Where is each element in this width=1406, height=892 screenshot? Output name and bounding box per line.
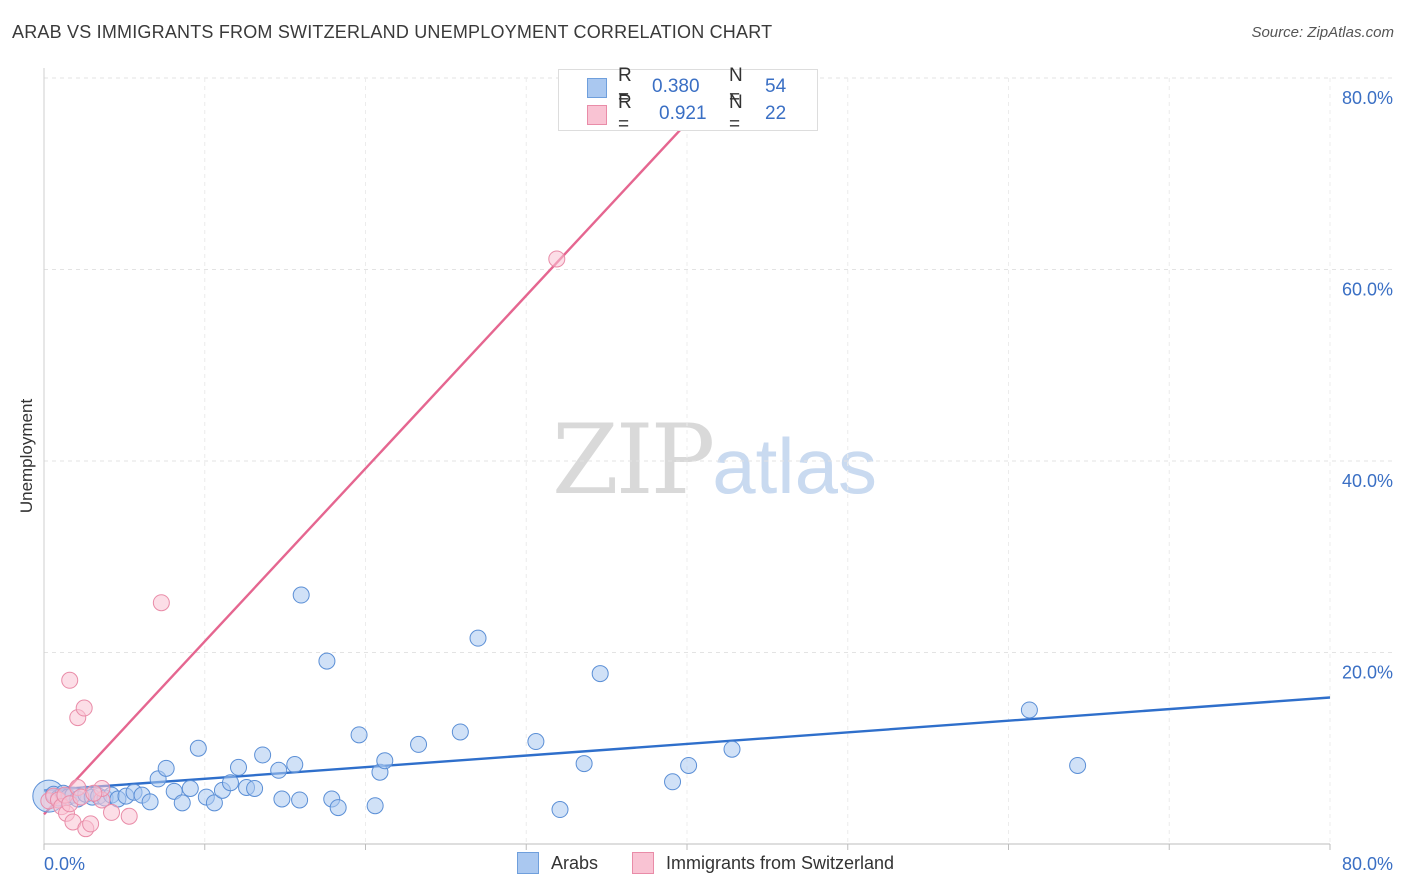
series-legend-arabs[interactable]: Arabs [517, 852, 598, 874]
arabs-point [591, 665, 609, 683]
switzerland-point [548, 250, 566, 268]
arabs-point [254, 746, 272, 764]
y-tick-label: 80.0% [1342, 88, 1393, 108]
series-swatch-arabs [517, 852, 539, 874]
arabs-point [205, 794, 223, 812]
arabs-point [189, 739, 207, 757]
legend-r-label: R = [618, 65, 632, 108]
arabs-point [291, 791, 309, 809]
arabs-point [318, 652, 336, 670]
arabs-point [527, 733, 545, 751]
series-label-arabs: Arabs [551, 852, 599, 873]
arabs-point [410, 735, 428, 753]
switzerland-point [85, 784, 103, 802]
legend-n-value-arabs: 54 [765, 76, 787, 97]
arabs-point [664, 773, 682, 791]
y-tick-label: 20.0% [1342, 663, 1393, 683]
switzerland-point [103, 803, 121, 821]
legend-r-label: R = [618, 92, 632, 135]
arabs-point [270, 761, 288, 779]
legend-n-value-switzerland: 22 [765, 103, 787, 124]
arabs-point [230, 758, 248, 776]
legend-r-value-switzerland: 0.921 [659, 103, 707, 124]
switzerland-point [152, 594, 170, 612]
arabs-point [221, 774, 239, 792]
switzerland-point [75, 699, 93, 717]
x-tick-label: 0.0% [44, 854, 85, 874]
arabs-point [157, 759, 175, 777]
switzerland-trend-line [43, 118, 692, 816]
y-tick-label: 60.0% [1342, 280, 1393, 300]
switzerland-point [82, 815, 100, 833]
arabs-point [723, 740, 741, 758]
series-swatch-switzerland [632, 852, 654, 874]
arabs-point [292, 586, 310, 604]
arabs-point [575, 755, 593, 773]
legend-n-label: N = [729, 92, 743, 135]
legend-swatch-switzerland [587, 105, 607, 125]
arabs-trend-line [43, 696, 1331, 792]
series-label-switzerland: Immigrants from Switzerland [666, 852, 895, 873]
arabs-point [329, 799, 347, 817]
arabs-point [376, 752, 394, 770]
watermark: ZIPatlas [552, 404, 877, 516]
legend-n-label: N = [729, 65, 743, 108]
series-legend-switzerland[interactable]: Immigrants from Switzerland [632, 852, 894, 874]
arabs-point [1020, 701, 1038, 719]
arabs-point [1069, 756, 1087, 774]
y-tick-label: 40.0% [1342, 471, 1393, 491]
source-label: Source: ZipAtlas.com [1251, 24, 1394, 41]
arabs-point [165, 782, 183, 800]
arabs-point [181, 779, 199, 797]
arabs-point [350, 726, 368, 744]
arabs-point [141, 793, 159, 811]
legend-swatch-arabs [587, 78, 607, 98]
legend-r-value-arabs: 0.380 [652, 76, 700, 97]
arabs-point [551, 801, 569, 819]
arabs-point [173, 794, 191, 812]
x-tick-label: 80.0% [1342, 854, 1393, 874]
switzerland-point [120, 807, 138, 825]
arabs-point [286, 756, 304, 774]
watermark-zip: ZIP [552, 404, 715, 516]
arabs-point [366, 797, 384, 815]
watermark-atlas: atlas [712, 422, 877, 510]
arabs-point [680, 756, 698, 774]
stats-legend: R = 0.380 N = 54 R = 0.921 N = 22 [558, 65, 818, 135]
arabs-point [273, 790, 291, 808]
chart-title: ARAB VS IMMIGRANTS FROM SWITZERLAND UNEM… [12, 22, 773, 42]
arabs-point [451, 723, 469, 741]
switzerland-point [61, 671, 79, 689]
arabs-point [469, 629, 487, 647]
arabs-point [246, 779, 264, 797]
